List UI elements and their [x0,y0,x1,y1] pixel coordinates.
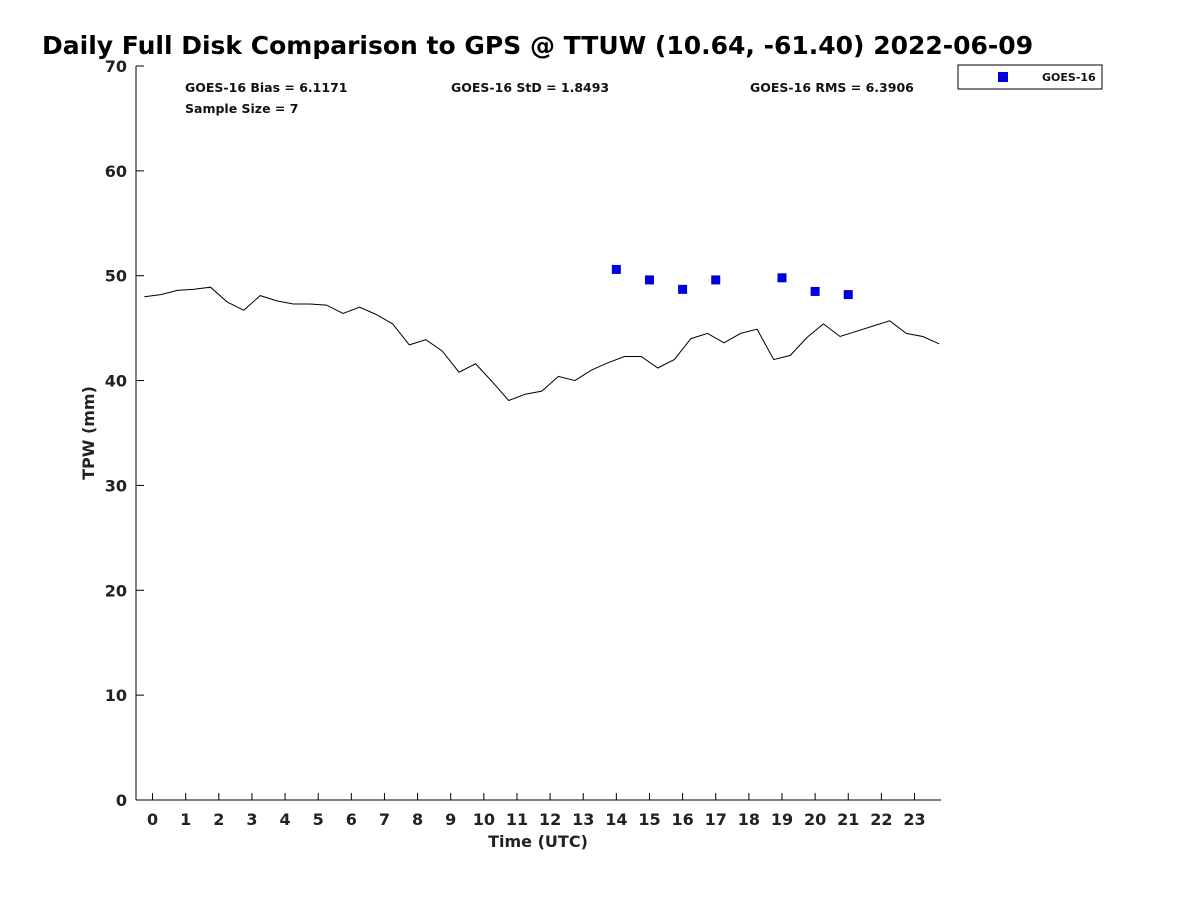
y-tick-label: 20 [105,581,127,600]
rms-annotation: GOES-16 RMS = 6.3906 [750,80,914,95]
goes16-data-point [611,264,621,274]
x-tick-label: 7 [379,810,390,829]
x-tick-label: 17 [705,810,727,829]
x-tick-label: 23 [903,810,925,829]
x-tick-label: 9 [445,810,456,829]
x-tick-label: 19 [771,810,793,829]
x-tick-label: 3 [246,810,257,829]
x-tick-label: 0 [147,810,158,829]
plot-area [135,66,941,801]
legend-marker-goes16 [998,72,1008,82]
x-tick-label: 20 [804,810,826,829]
legend-label-goes16: GOES-16 [1042,71,1096,84]
x-tick-label: 16 [671,810,693,829]
x-tick-label: 10 [473,810,495,829]
series-layer [144,264,940,402]
x-tick-label: 6 [346,810,357,829]
x-tick-label: 2 [213,810,224,829]
x-axis: 0 1 2 3 4 5 6 7 8 9 10 11 12 13 14 15 16 17 18 19 20 21 22 23 [147,793,926,829]
x-tick-label: 22 [870,810,892,829]
y-tick-label: 0 [116,791,127,810]
sample-size-annotation: Sample Size = 7 [185,101,298,116]
goes16-data-point [711,275,721,285]
x-tick-label: 12 [539,810,561,829]
y-tick-label: 70 [105,57,127,76]
x-tick-label: 1 [180,810,191,829]
statistics-annotations: GOES-16 Bias = 6.1171 GOES-16 StD = 1.84… [185,80,914,116]
goes16-data-point [843,290,853,300]
legend: GOES-16 [957,64,1103,90]
goes16-data-point [810,286,820,296]
x-tick-label: 14 [605,810,627,829]
x-axis-label: Time (UTC) [488,832,588,851]
legend-box [957,64,1103,90]
x-tick-label: 8 [412,810,423,829]
goes16-data-point [678,284,688,294]
gps-tpw-line [144,286,940,402]
goes16-data-point [777,273,787,283]
bias-annotation: GOES-16 Bias = 6.1171 [185,80,347,95]
y-tick-label: 40 [105,372,127,391]
x-tick-label: 5 [313,810,324,829]
y-axis: 0 10 20 30 40 50 60 70 [105,57,144,810]
x-tick-label: 13 [572,810,594,829]
y-tick-label: 50 [105,267,127,286]
x-tick-label: 11 [506,810,528,829]
x-tick-label: 21 [837,810,859,829]
y-tick-label: 60 [105,162,127,181]
y-tick-label: 30 [105,476,127,495]
x-tick-label: 4 [280,810,291,829]
x-tick-label: 18 [738,810,760,829]
std-annotation: GOES-16 StD = 1.8493 [451,80,609,95]
x-tick-label: 15 [638,810,660,829]
chart-title: Daily Full Disk Comparison to GPS @ TTUW… [42,31,1033,60]
goes16-data-point [644,275,654,285]
y-axis-label: TPW (mm) [79,386,98,480]
y-tick-label: 10 [105,686,127,705]
